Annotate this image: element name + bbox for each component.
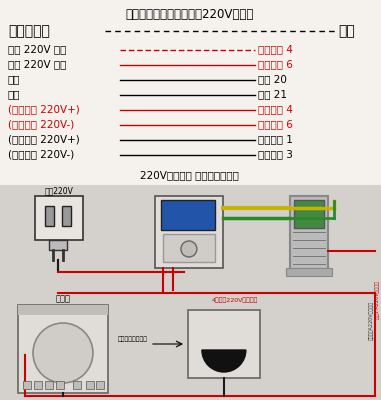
Text: （零线）A220V（零线）: （零线）A220V（零线） bbox=[368, 300, 373, 340]
Text: 黑线 220V 负极: 黑线 220V 负极 bbox=[8, 59, 66, 69]
Circle shape bbox=[33, 323, 93, 383]
Bar bbox=[18, 305, 108, 315]
Text: 供电220V: 供电220V bbox=[45, 186, 74, 195]
Text: 电表输入 6: 电表输入 6 bbox=[258, 59, 293, 69]
Bar bbox=[23, 381, 31, 389]
Text: 220V内置电源 电控计量示意图: 220V内置电源 电控计量示意图 bbox=[141, 170, 239, 180]
Text: 4口输入220V（火线）: 4口输入220V（火线） bbox=[212, 297, 258, 302]
Bar bbox=[34, 381, 42, 389]
Bar bbox=[35, 196, 83, 240]
Bar bbox=[18, 305, 108, 393]
Bar bbox=[294, 200, 324, 228]
Text: 电表输入 6: 电表输入 6 bbox=[258, 119, 293, 129]
Text: 输出1 A220V（火线）: 输出1 A220V（火线） bbox=[375, 281, 380, 319]
Bar bbox=[56, 381, 64, 389]
Text: (输入零线 220V-): (输入零线 220V-) bbox=[8, 119, 74, 129]
Bar bbox=[49, 240, 67, 250]
Bar bbox=[45, 381, 53, 389]
Bar bbox=[73, 381, 81, 389]
Bar bbox=[290, 196, 328, 274]
Text: 黄线: 黄线 bbox=[8, 74, 21, 84]
Bar bbox=[188, 310, 260, 378]
Text: (输出火线 220V+): (输出火线 220V+) bbox=[8, 134, 80, 144]
Bar bbox=[45, 206, 54, 226]
Text: 电表 21: 电表 21 bbox=[258, 89, 287, 99]
Bar bbox=[86, 381, 94, 389]
Bar bbox=[217, 350, 231, 366]
Text: (输入火线 220V+): (输入火线 220V+) bbox=[8, 104, 80, 114]
Circle shape bbox=[181, 241, 197, 257]
Text: 分体电控机: 分体电控机 bbox=[8, 24, 50, 38]
Bar bbox=[155, 196, 223, 268]
Bar bbox=[96, 381, 104, 389]
Text: 电表: 电表 bbox=[338, 24, 355, 38]
Text: 电表 20: 电表 20 bbox=[258, 74, 287, 84]
Bar bbox=[0, 0, 381, 196]
Text: 零电注意螺旋插上: 零电注意螺旋插上 bbox=[118, 336, 148, 342]
Text: 电表输入 4: 电表输入 4 bbox=[258, 44, 293, 54]
Text: 绿线: 绿线 bbox=[8, 89, 21, 99]
Text: (输出零线 220V-): (输出零线 220V-) bbox=[8, 149, 74, 159]
Wedge shape bbox=[202, 350, 246, 372]
Text: 一．计量电表接线说明（220V供电）: 一．计量电表接线说明（220V供电） bbox=[126, 8, 254, 21]
Bar bbox=[163, 234, 215, 262]
Text: 电磁炉: 电磁炉 bbox=[56, 294, 70, 303]
Bar bbox=[62, 206, 71, 226]
Text: 红线 220V 正极: 红线 220V 正极 bbox=[8, 44, 66, 54]
Bar bbox=[161, 200, 215, 230]
Bar bbox=[286, 268, 332, 276]
Bar bbox=[0, 185, 381, 400]
Text: 电表输入 4: 电表输入 4 bbox=[258, 104, 293, 114]
Text: 电表输出 3: 电表输出 3 bbox=[258, 149, 293, 159]
Text: 电表输出 1: 电表输出 1 bbox=[258, 134, 293, 144]
